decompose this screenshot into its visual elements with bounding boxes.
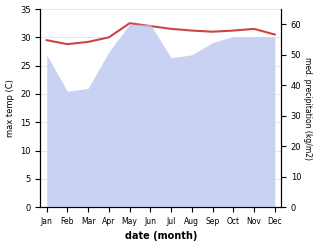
Y-axis label: med. precipitation (kg/m2): med. precipitation (kg/m2) (303, 57, 313, 160)
Y-axis label: max temp (C): max temp (C) (5, 79, 15, 137)
X-axis label: date (month): date (month) (125, 231, 197, 242)
